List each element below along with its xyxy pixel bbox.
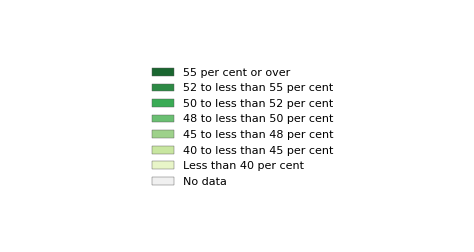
Legend: 55 per cent or over, 52 to less than 55 per cent, 50 to less than 52 per cent, 4: 55 per cent or over, 52 to less than 55 … xyxy=(148,63,338,191)
